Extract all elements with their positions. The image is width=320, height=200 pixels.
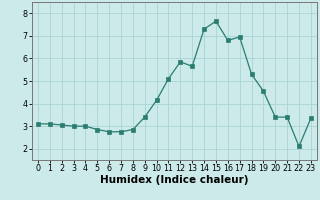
X-axis label: Humidex (Indice chaleur): Humidex (Indice chaleur): [100, 175, 249, 185]
